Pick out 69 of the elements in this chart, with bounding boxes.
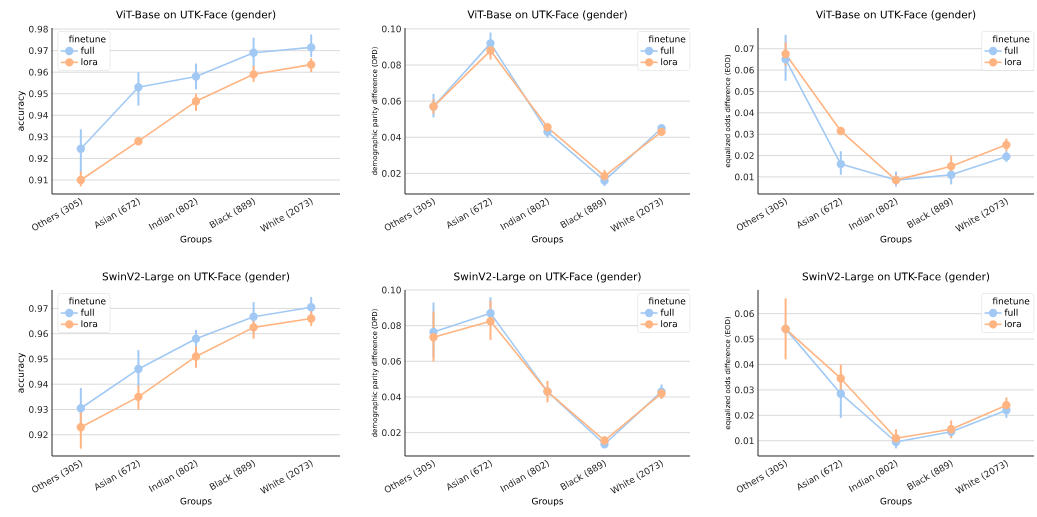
y-tick-label: 0.04 — [735, 361, 754, 368]
legend-title: finetune — [648, 35, 686, 43]
y-tick-label: 0.04 — [735, 109, 754, 117]
y-tick-label: 0.06 — [382, 97, 401, 105]
y-tick-label: 0.03 — [735, 386, 754, 394]
y-tick-label: 0.97 — [29, 47, 48, 55]
x-axis-title: Groups — [180, 235, 212, 245]
y-tick-label: 0.03 — [735, 130, 754, 138]
legend-label: lora — [81, 58, 98, 66]
y-tick-label: 0.92 — [29, 431, 48, 439]
legend-label: full — [1004, 46, 1018, 54]
legend-title: finetune — [992, 35, 1030, 43]
legend-label: lora — [661, 320, 677, 328]
y-tick-label: 0.05 — [735, 335, 754, 343]
y-tick-label: 0.04 — [382, 133, 401, 141]
legend-label: full — [660, 46, 674, 54]
y-tick-label: 0.97 — [29, 305, 48, 312]
legend-label: lora — [1005, 58, 1021, 66]
x-axis-title: Groups — [180, 497, 212, 507]
y-tick-label: 0.95 — [29, 355, 48, 363]
y-tick-label: 0.91 — [29, 176, 48, 184]
y-tick-label: 0.01 — [735, 437, 754, 445]
legend-label: lora — [661, 58, 677, 66]
y-tick-label: 0.06 — [735, 310, 754, 318]
y-tick-label: 0.08 — [382, 61, 401, 69]
y-tick-label: 0.96 — [29, 68, 48, 76]
y-tick-label: 0.02 — [735, 411, 754, 419]
y-axis-title: accuracy — [18, 352, 26, 393]
y-tick-label: 0.93 — [29, 133, 48, 141]
y-tick-label: 0.01 — [735, 173, 754, 181]
y-tick-label: 0.93 — [29, 406, 48, 413]
chart-title: SwinV2-Large on UTK-Face (gender) — [454, 272, 641, 283]
y-axis-title: accuracy — [18, 90, 26, 131]
y-tick-label: 0.96 — [29, 330, 48, 338]
legend-label: full — [1004, 308, 1018, 316]
y-tick-label: 0.02 — [382, 170, 401, 177]
chart-title: ViT-Base on UTK-Face (gender) — [115, 10, 276, 21]
chart-title: ViT-Base on UTK-Face (gender) — [815, 10, 976, 21]
y-tick-label: 0.10 — [382, 25, 401, 33]
legend-label: lora — [81, 320, 98, 328]
legend-label: full — [80, 46, 94, 54]
y-tick-label: 0.95 — [29, 90, 48, 98]
y-tick-label: 0.05 — [735, 88, 754, 95]
x-axis-title: Groups — [880, 235, 912, 245]
chart-title: SwinV2-Large on UTK-Face (gender) — [802, 272, 990, 283]
y-tick-label: 0.06 — [735, 66, 754, 74]
y-tick-label: 0.94 — [29, 380, 48, 388]
y-tick-label: 0.08 — [382, 322, 401, 330]
y-tick-label: 0.10 — [382, 286, 401, 294]
y-tick-label: 0.04 — [382, 393, 401, 401]
y-tick-label: 0.07 — [735, 45, 754, 53]
y-tick-label: 0.06 — [382, 357, 401, 365]
x-axis-title: Groups — [531, 497, 564, 507]
chart-title: ViT-Base on UTK-Face (gender) — [467, 10, 627, 21]
legend-label: full — [660, 308, 674, 316]
y-tick-label: 0.92 — [29, 155, 48, 162]
legend-title: finetune — [992, 297, 1030, 305]
y-tick-label: 0.02 — [735, 152, 754, 159]
legend-title: finetune — [68, 35, 106, 43]
x-axis-title: Groups — [880, 497, 912, 507]
legend-title: finetune — [648, 297, 686, 305]
legend-title: finetune — [68, 297, 106, 305]
y-tick-label: 0.94 — [29, 111, 48, 119]
legend-label: lora — [1005, 320, 1021, 328]
legend-label: full — [80, 308, 94, 316]
y-tick-label: 0.02 — [382, 429, 401, 437]
x-axis-title: Groups — [531, 235, 564, 245]
y-tick-label: 0.98 — [29, 25, 48, 33]
chart-title: SwinV2-Large on UTK-Face (gender) — [102, 272, 290, 283]
